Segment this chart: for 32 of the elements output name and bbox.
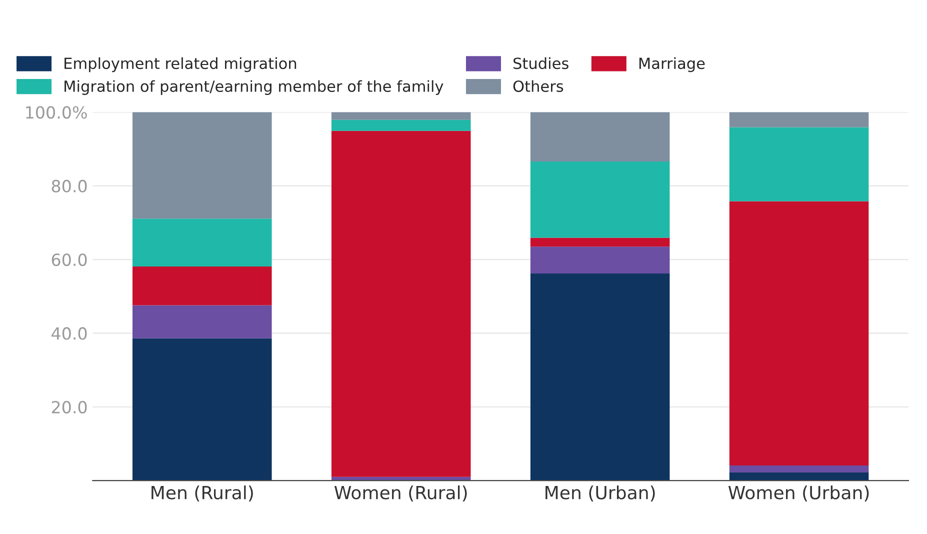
bar (331, 112, 471, 120)
legend-label: Employment related migration (64, 57, 296, 72)
legend-label: Studies (514, 57, 568, 70)
x-tick-label: Men (Urban) (546, 485, 655, 502)
x-tick-label: Women (Rural) (334, 485, 467, 502)
bar (331, 120, 471, 131)
x-tick-label: Women (Urban) (728, 485, 869, 502)
bar (530, 274, 670, 481)
bar (729, 201, 869, 466)
bar (132, 338, 272, 481)
y-tick-label: 100.0% (26, 106, 87, 119)
x-tick-label: Men (Rural) (152, 485, 253, 502)
bar (530, 238, 670, 247)
y-tick-label: 20.0 (52, 400, 87, 414)
bar (729, 472, 869, 481)
y-tick-label: 60.0 (52, 253, 87, 266)
bar (530, 112, 670, 162)
bar (729, 112, 869, 128)
bar (530, 162, 670, 238)
bar (132, 305, 272, 338)
bar (729, 465, 869, 472)
bar (132, 112, 272, 219)
legend-label: Migration of parent/earning member of the family (64, 80, 444, 95)
y-tick-label: 80.0 (52, 180, 87, 192)
bar (331, 130, 471, 477)
legend-label: Marriage (639, 57, 705, 72)
bar (530, 246, 670, 274)
bar (132, 218, 272, 267)
legend-label: Others (513, 80, 564, 92)
bar (132, 266, 272, 306)
y-tick-label: 40.0 (52, 327, 87, 340)
bar (729, 127, 869, 202)
